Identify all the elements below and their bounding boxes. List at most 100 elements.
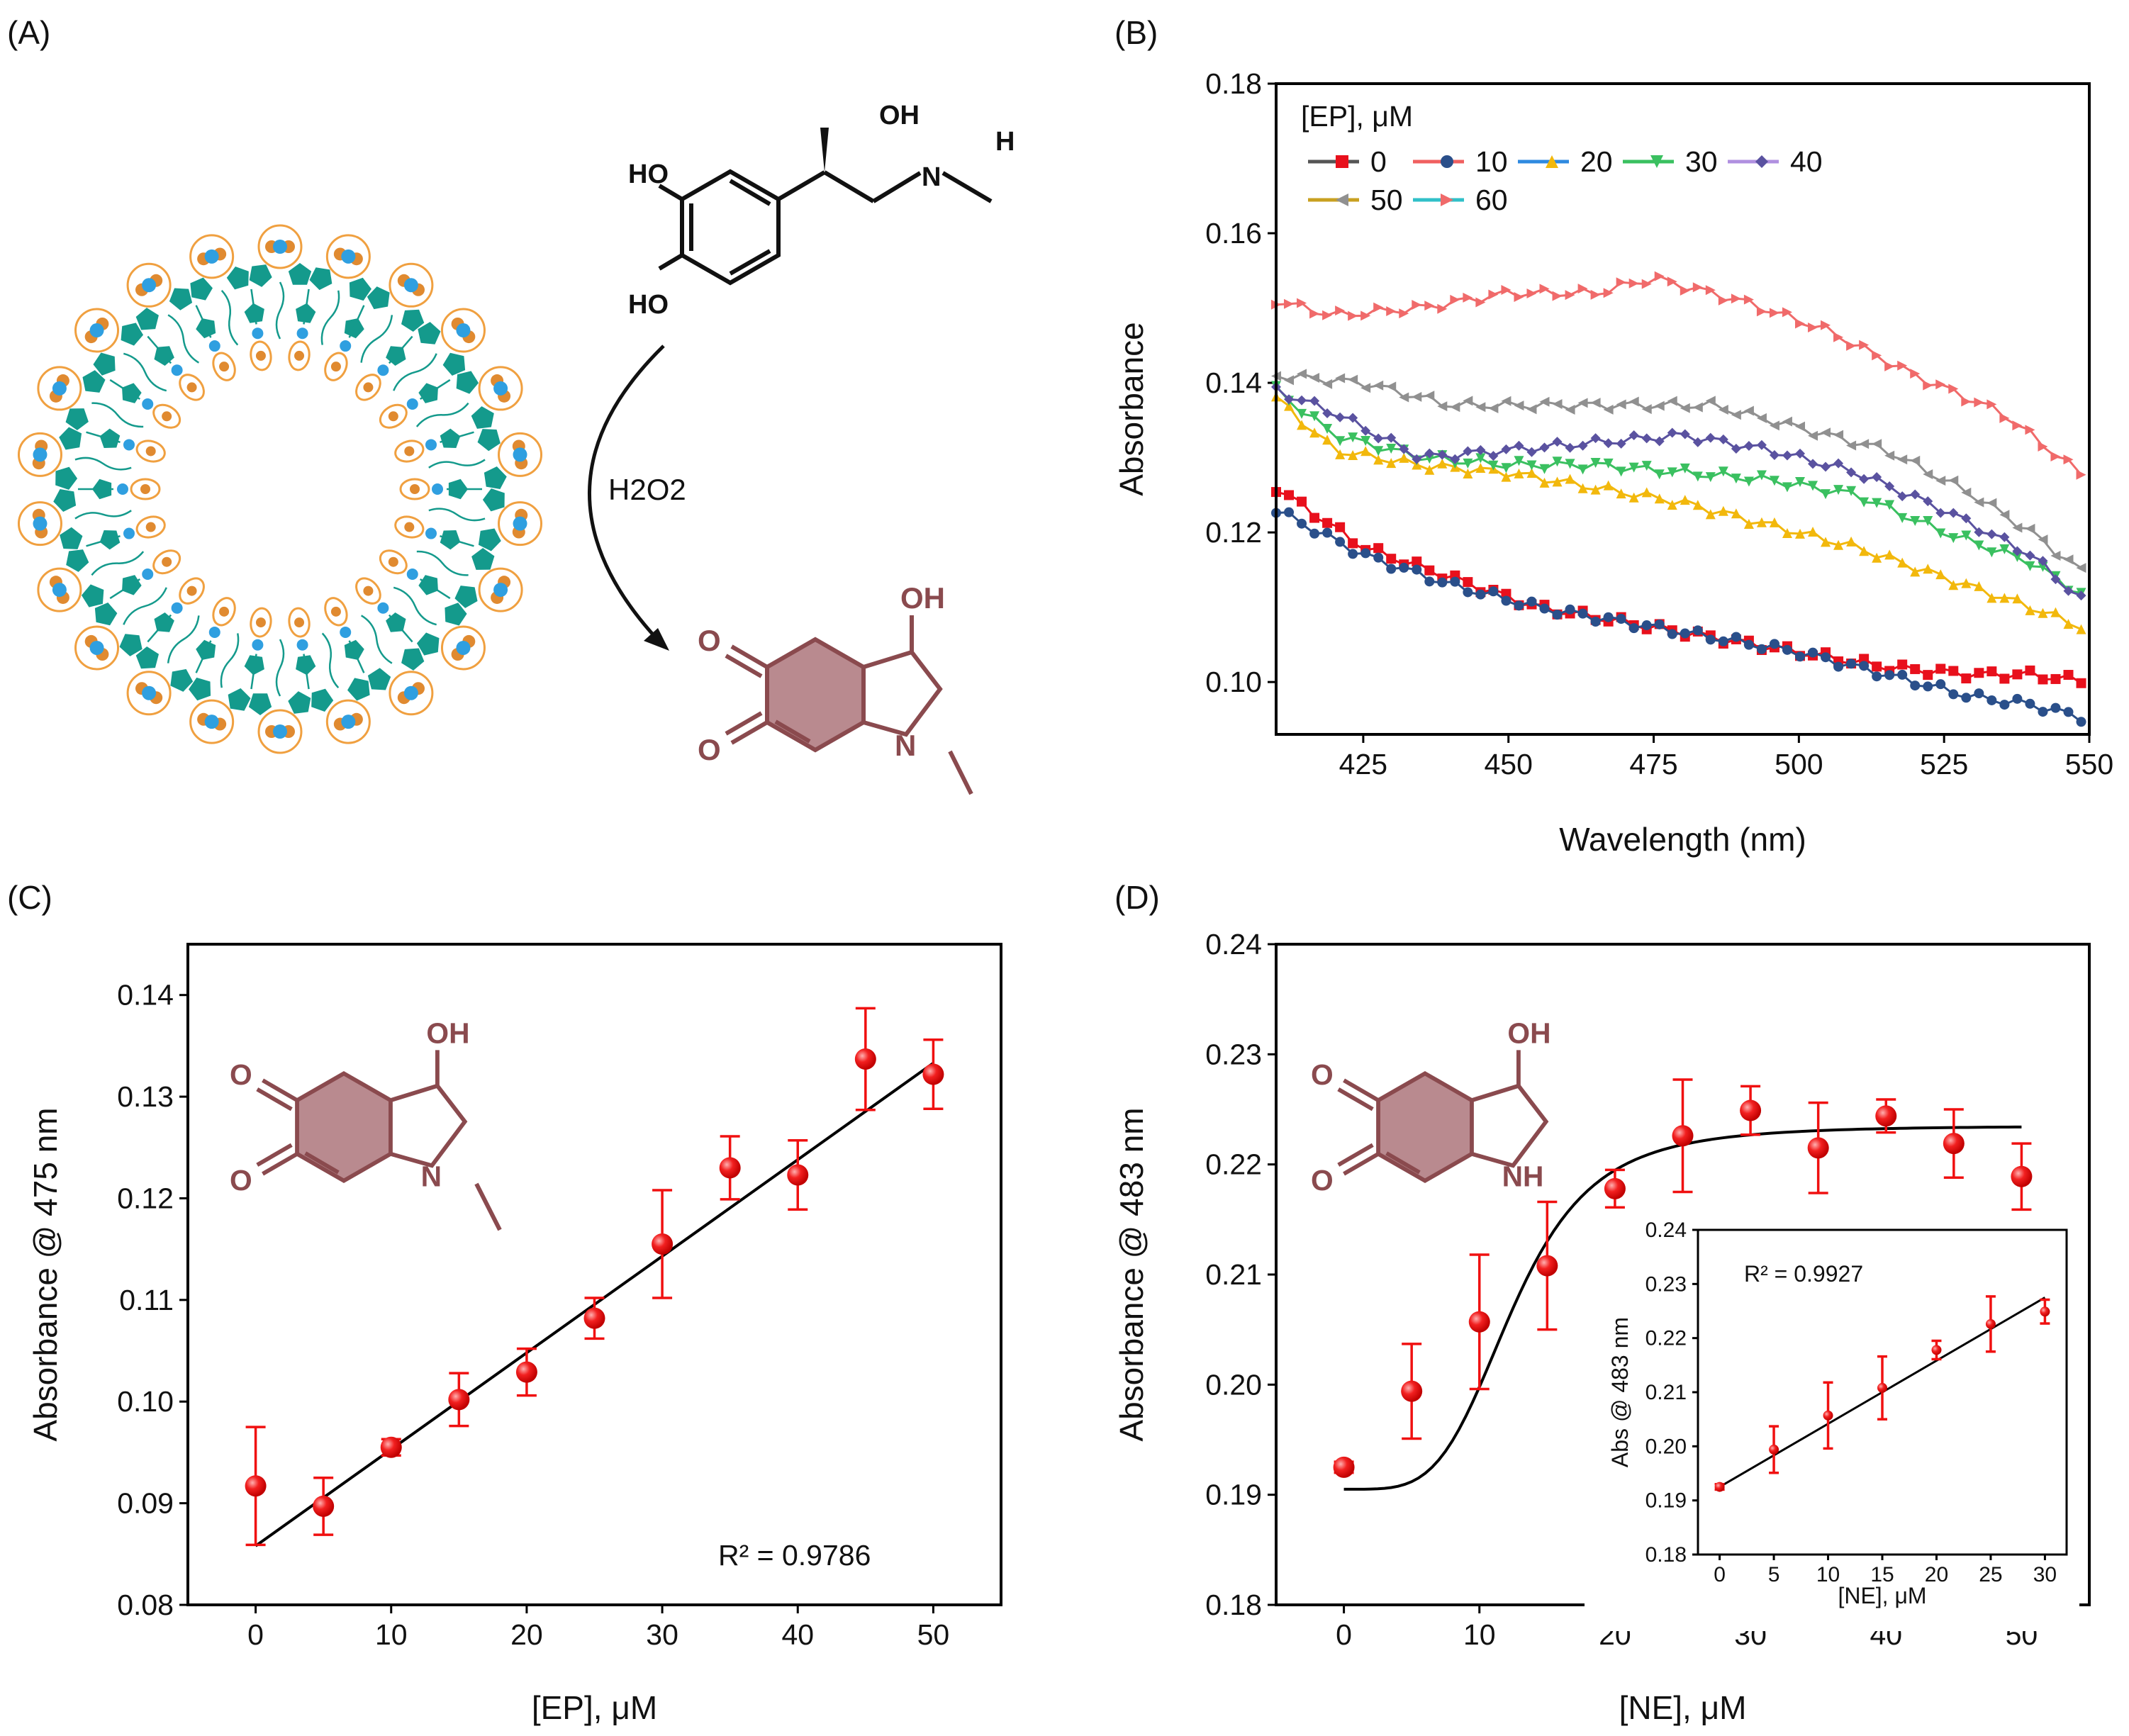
outer-head-outline [126,262,172,308]
data-marker [1769,308,1779,318]
data-marker [1718,505,1728,516]
data-marker [1590,433,1601,444]
data-marker [1833,539,1844,550]
y-tick-label: 0.20 [1645,1435,1687,1458]
data-marker [1399,444,1409,454]
quinone-ring [1376,1070,1474,1184]
inner-head-outline [250,340,272,371]
inner-head-blue [340,626,352,638]
data-marker [1999,510,2010,520]
cholesterol-pentagon [249,264,272,287]
data-marker [1386,306,1397,316]
data-point [1333,1456,1355,1478]
pyrrole-ring [863,649,943,737]
inner-head-dot [404,446,415,457]
data-marker [1986,695,1997,705]
y-tick-label: 0.08 [117,1589,174,1621]
data-marker [1999,413,2010,423]
data-marker [2025,550,2035,561]
data-marker [1714,1482,1725,1492]
data-point [313,1477,335,1536]
ring-double-bond [774,719,811,744]
data-marker [1463,469,1473,479]
data-marker [1552,476,1563,487]
legend-item-40: 40 [1728,145,1823,178]
carbonyl-bond-bottom-2 [256,1143,293,1167]
data-marker [1628,492,1639,503]
data-marker [1846,659,1857,669]
data-marker [1322,527,1333,538]
data-marker [2063,670,2074,681]
y-tick-label: 0.23 [1645,1272,1687,1296]
data-point [1807,1101,1829,1194]
data-point [1769,1425,1779,1474]
data-point [1943,1108,1965,1180]
cholesterol-pentagon [478,528,501,551]
panel-c-ep-calibration-chart: 0 10 20 30 40 50 0.08 0.09 0.10 0.11 0.12 0.13 0.14 O… [27,943,1002,1726]
data-marker [1897,491,1908,502]
x-tick-label: 550 [2065,748,2113,780]
data-marker [1823,1410,1833,1421]
data-marker [1743,405,1754,416]
data-marker [2050,607,2061,617]
inner-head-blue [406,398,418,410]
data-marker [1718,295,1728,306]
x-tick-label: 0 [247,1618,264,1651]
inset-x-label: [NE], μM [1838,1583,1926,1608]
data-marker [1514,600,1524,611]
data-marker [1935,569,1946,580]
data-marker [1897,360,1908,371]
data-marker [1552,291,1563,301]
data-marker [1526,447,1537,457]
data-marker [1948,666,1959,676]
carbonyl-bond-top-2 [1337,1087,1374,1111]
y-tick-label: 0.23 [1205,1038,1262,1070]
inner-head-blue [252,327,264,340]
data-marker [1743,294,1754,305]
data-point [719,1135,741,1201]
legend-item-50: 50 [1308,184,1403,216]
data-marker [1412,564,1422,575]
data-marker [1923,681,1933,692]
lipid-tail [91,402,144,428]
data-marker [1450,576,1460,587]
chem-label-h: H [995,127,1015,157]
data-marker [1794,477,1805,488]
carbonyl-bond-bottom [1343,1152,1380,1176]
data-marker [1526,460,1537,471]
data-marker [1616,438,1626,449]
cholesterol-pentagon [349,277,371,301]
reagent-h2o2-text: H2O2 [608,473,686,506]
data-point [245,1426,267,1547]
inner-head-outline [324,597,348,627]
data-marker [1974,397,1984,408]
outer-head-blue [341,249,356,264]
cholesterol-pentagon [367,668,391,690]
data-marker [1577,608,1588,619]
data-marker [1846,440,1857,451]
data-marker [1577,440,1588,451]
cholesterol-pentagon [442,352,466,376]
data-marker [1450,402,1460,413]
data-marker [1731,474,1741,484]
data-point [1931,1339,1942,1361]
carbonyl-o-top: O [1311,1058,1334,1091]
data-point [1985,1295,1996,1353]
data-marker [1667,629,1677,639]
data-marker [1910,489,1921,500]
outer-head-outline [257,224,303,269]
data-marker [1539,396,1550,407]
lipid-tail [250,289,257,325]
data-marker [2012,420,2023,431]
y-tick-label: 0.20 [1205,1368,1262,1401]
data-marker [1986,547,1997,558]
inner-head-blue [123,439,135,451]
data-marker [1590,484,1601,495]
data-marker [1284,507,1295,517]
data-marker [1923,670,1933,681]
cholesterol-pentagon [401,648,425,671]
outer-head-blue [456,640,471,655]
inner-head-dot [162,411,172,422]
y-tick-label: 0.24 [1205,928,1262,961]
data-marker [1769,420,1779,431]
